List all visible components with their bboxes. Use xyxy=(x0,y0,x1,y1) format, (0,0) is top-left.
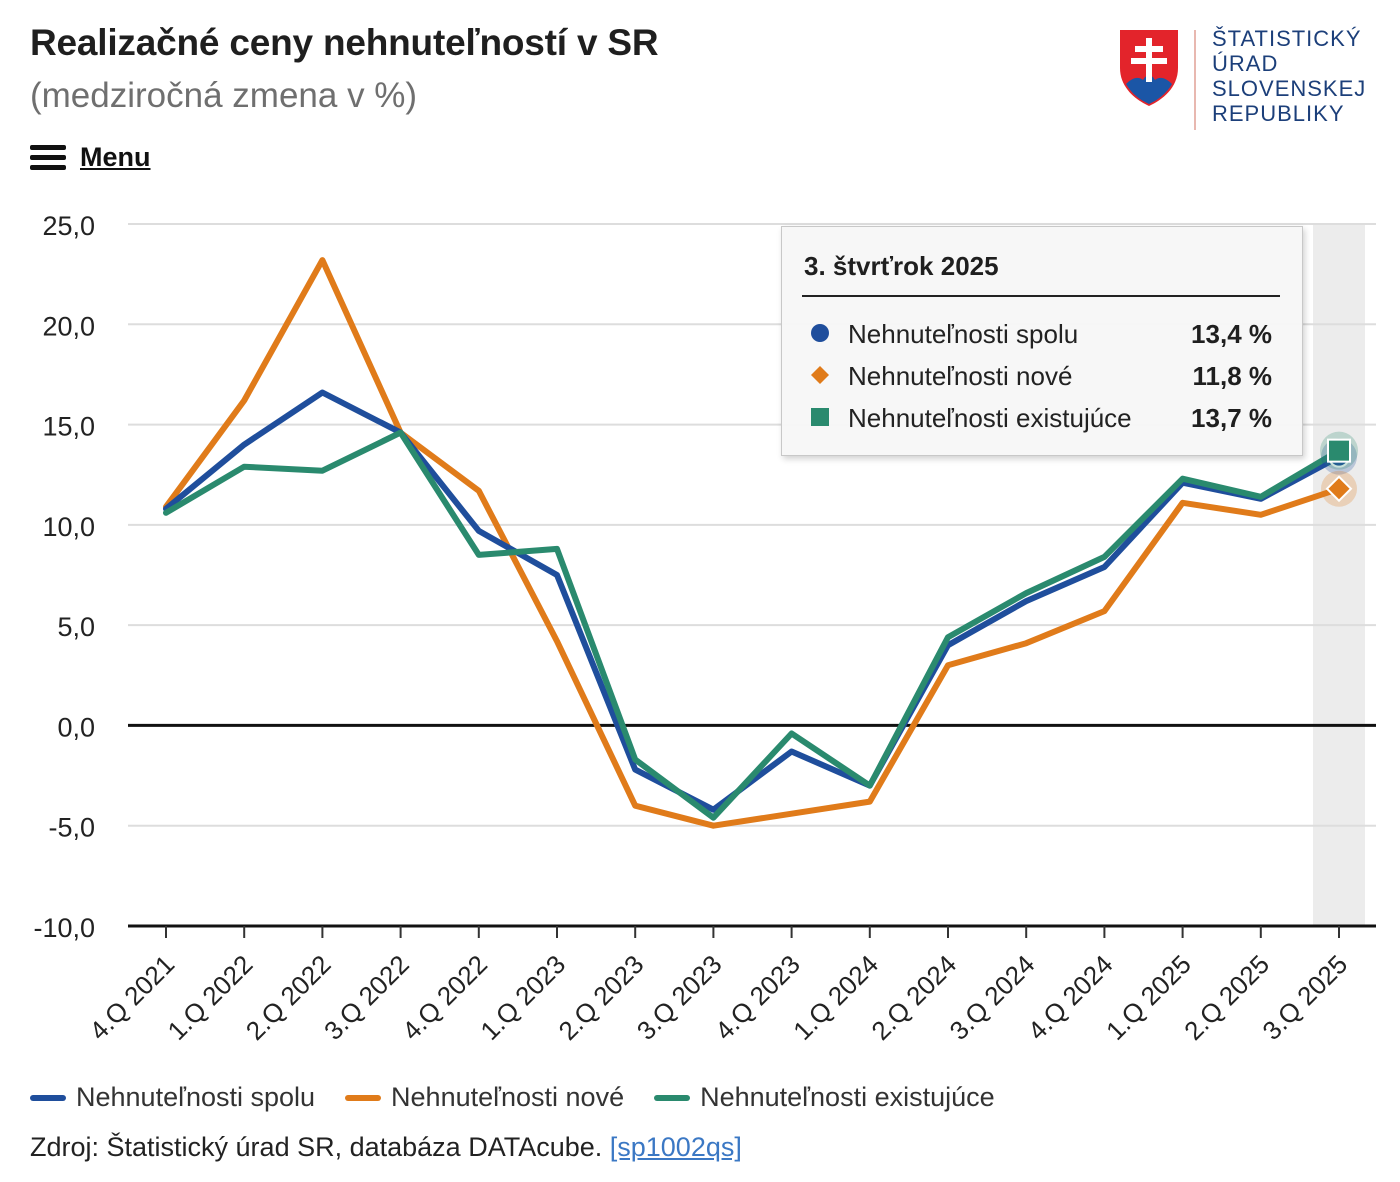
chart-title: Realizačné ceny nehnuteľností v SR xyxy=(30,22,659,63)
y-tick-label: -5,0 xyxy=(48,813,95,843)
logo-line: ÚRAD xyxy=(1212,51,1279,76)
tooltip-title: 3. štvrťrok 2025 xyxy=(804,251,999,281)
statistical-office-logo: ŠTATISTICKÝ ÚRAD SLOVENSKEJ REPUBLIKY xyxy=(1118,24,1378,134)
legend-item-existujuce[interactable]: Nehnuteľnosti existujúce xyxy=(654,1082,995,1113)
tooltip-row-spolu: Nehnuteľnosti spolu 13,4 % xyxy=(804,313,1280,353)
legend-swatch xyxy=(345,1094,382,1101)
diamond-marker-icon xyxy=(811,366,829,384)
legend-swatch xyxy=(654,1094,691,1101)
legend-label: Nehnuteľnosti spolu xyxy=(76,1082,316,1112)
logo-text: ŠTATISTICKÝ ÚRAD SLOVENSKEJ REPUBLIKY xyxy=(1212,26,1366,126)
tooltip: 3. štvrťrok 2025 Nehnuteľnosti spolu 13,… xyxy=(781,226,1303,456)
tooltip-row-existujuce: Nehnuteľnosti existujúce 13,7 % xyxy=(804,397,1280,437)
y-tick-label: 25,0 xyxy=(42,211,95,241)
y-tick-label: 10,0 xyxy=(42,512,95,542)
chart-subtitle: (medziročná zmena v %) xyxy=(30,76,418,115)
x-tick-label: 1.Q 2024 xyxy=(787,949,884,1046)
tooltip-series-value: 11,8 % xyxy=(1192,361,1272,391)
legend-label: Nehnuteľnosti existujúce xyxy=(700,1082,995,1112)
legend-label: Nehnuteľnosti nové xyxy=(391,1082,625,1112)
x-tick-label: 1.Q 2025 xyxy=(1100,949,1197,1046)
x-tick-label: 3.Q 2024 xyxy=(944,949,1041,1046)
y-tick-label: 20,0 xyxy=(42,311,95,341)
x-tick-label: 4.Q 2024 xyxy=(1022,949,1119,1046)
chart-legend: Nehnuteľnosti spolu Nehnuteľnosti nové N… xyxy=(30,1082,1025,1113)
tooltip-series-value: 13,7 % xyxy=(1191,403,1272,433)
logo-divider xyxy=(1194,30,1196,130)
tooltip-series-name: Nehnuteľnosti existujúce xyxy=(848,403,1132,433)
line-chart: 25,020,015,010,05,00,0-5,0-10,04.Q 20211… xyxy=(33,211,1376,1046)
x-tick-label: 3.Q 2025 xyxy=(1256,949,1353,1046)
tooltip-series-name: Nehnuteľnosti spolu xyxy=(848,319,1079,349)
y-tick-label: -10,0 xyxy=(33,913,95,943)
series-line-2 xyxy=(163,429,1342,821)
tooltip-series-value: 13,4 % xyxy=(1191,319,1272,349)
hamburger-icon xyxy=(30,144,66,171)
x-tick-label: 3.Q 2022 xyxy=(318,949,415,1046)
x-tick-label: 2.Q 2022 xyxy=(240,949,337,1046)
x-tick-label: 2.Q 2023 xyxy=(553,949,650,1046)
x-tick-label: 4.Q 2021 xyxy=(83,949,180,1046)
source-link[interactable]: [sp1002qs] xyxy=(609,1132,742,1162)
highlight-band xyxy=(1313,224,1365,926)
data-point-nove xyxy=(1325,475,1353,503)
series-line-0 xyxy=(163,389,1342,813)
menu-button[interactable]: Menu xyxy=(30,142,151,173)
x-tick-label: 1.Q 2023 xyxy=(474,949,571,1046)
legend-item-nove[interactable]: Nehnuteľnosti nové xyxy=(345,1082,624,1113)
x-tick-label: 2.Q 2024 xyxy=(865,949,962,1046)
series-line-1 xyxy=(163,257,1342,829)
x-tick-label: 2.Q 2025 xyxy=(1178,949,1275,1046)
x-tick-label: 1.Q 2022 xyxy=(162,949,259,1046)
logo-line: SLOVENSKEJ xyxy=(1212,76,1367,101)
tooltip-series-name: Nehnuteľnosti nové xyxy=(848,361,1073,391)
x-tick-label: 4.Q 2022 xyxy=(396,949,493,1046)
logo-line: REPUBLIKY xyxy=(1212,101,1345,126)
legend-item-spolu[interactable]: Nehnuteľnosti spolu xyxy=(30,1082,315,1113)
logo-line: ŠTATISTICKÝ xyxy=(1212,26,1362,51)
source-note: Zdroj: Štatistický úrad SR, databáza DAT… xyxy=(30,1132,742,1163)
x-tick-label: 4.Q 2023 xyxy=(709,949,806,1046)
y-tick-label: 15,0 xyxy=(42,412,95,442)
y-tick-label: 5,0 xyxy=(57,612,95,642)
data-point-existujuce xyxy=(1327,438,1351,463)
source-text: Zdroj: Štatistický úrad SR, databáza DAT… xyxy=(30,1132,610,1162)
slovak-coat-of-arms-icon xyxy=(1120,30,1178,106)
legend-swatch xyxy=(30,1094,66,1101)
menu-label: Menu xyxy=(80,142,151,172)
circle-marker-icon xyxy=(811,324,829,342)
tooltip-divider xyxy=(802,295,1280,297)
square-marker-icon xyxy=(811,408,829,426)
y-tick-label: 0,0 xyxy=(57,712,95,742)
x-tick-label: 3.Q 2023 xyxy=(631,949,728,1046)
tooltip-row-nove: Nehnuteľnosti nové 11,8 % xyxy=(804,355,1280,395)
